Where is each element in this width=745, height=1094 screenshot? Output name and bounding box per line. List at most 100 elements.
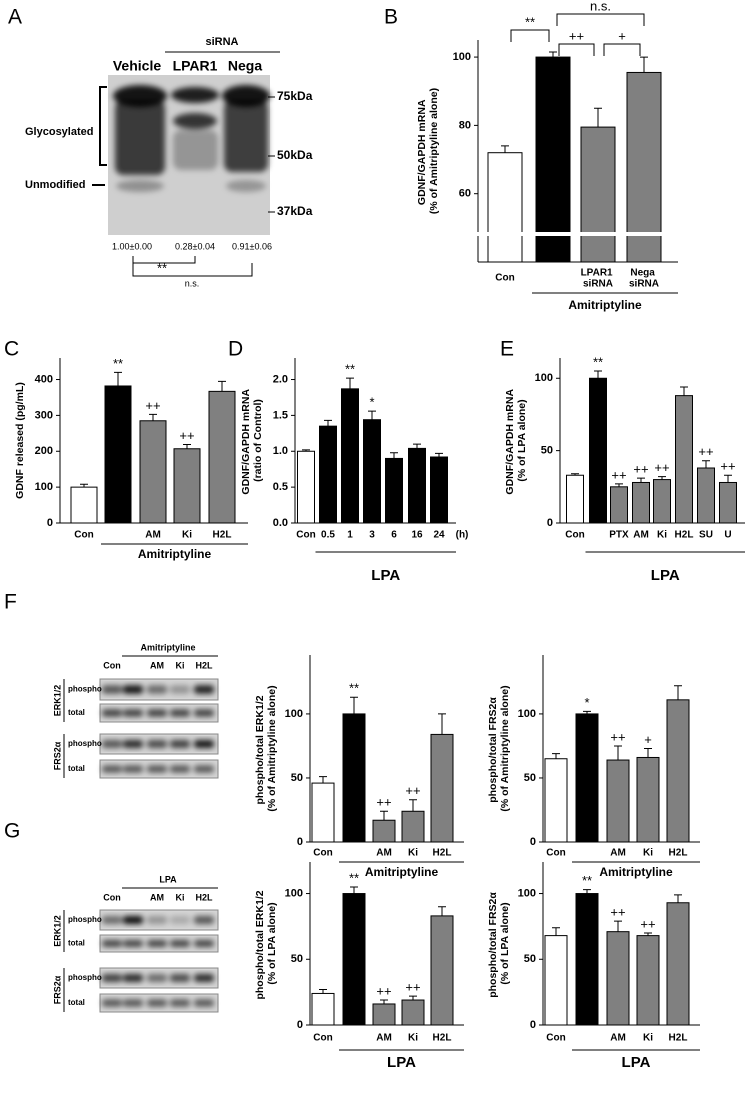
band	[147, 940, 167, 947]
y-tick-label: 0	[547, 517, 553, 529]
y-tick-label: 400	[35, 373, 53, 385]
error-bar	[438, 713, 446, 735]
band	[173, 130, 218, 170]
x-tick-label: 0.5	[321, 530, 335, 541]
bar	[636, 935, 660, 1026]
bar	[173, 448, 201, 524]
error-bar	[549, 51, 557, 58]
bar	[589, 377, 607, 524]
error-bar	[644, 932, 652, 936]
significance: ++	[376, 795, 391, 810]
panel-label: A	[8, 6, 22, 29]
band	[147, 974, 167, 982]
bar	[208, 390, 236, 524]
bar	[636, 756, 660, 843]
significance: n.s.	[590, 0, 611, 13]
blot-bands	[102, 709, 214, 717]
bar	[342, 713, 366, 843]
band	[194, 916, 214, 924]
group-label: LPA	[387, 1054, 416, 1071]
bar	[544, 758, 568, 843]
error-bar	[594, 107, 602, 128]
x-tick-label: 24	[433, 530, 445, 541]
lane-label: Ki	[176, 892, 185, 902]
x-tick-label: SU	[699, 530, 713, 541]
x-tick-label: PTX	[609, 530, 629, 541]
row-label: total	[68, 764, 85, 773]
lane-label: Nega	[228, 58, 262, 74]
bar	[544, 935, 568, 1026]
quantification: 1.00±0.00	[112, 241, 152, 251]
marker-label: 75kDa	[277, 89, 313, 103]
panel-label: G	[4, 820, 20, 843]
marker-label: 50kDa	[277, 148, 313, 162]
band	[170, 685, 190, 694]
band	[123, 765, 143, 773]
x-tick-label: AM	[610, 848, 626, 859]
band	[170, 999, 190, 1007]
bar	[697, 467, 715, 524]
y-tick-label: 50	[291, 953, 303, 965]
y-tick-label: 100	[535, 372, 553, 384]
x-tick-label: Con	[296, 530, 315, 541]
y-tick-label: 50	[524, 953, 536, 965]
error-bar	[674, 685, 682, 700]
significance: ++	[145, 398, 160, 413]
lane-label: Con	[103, 660, 121, 670]
error-bar	[183, 443, 191, 449]
significance: +	[618, 28, 626, 43]
error-bar	[346, 377, 354, 389]
band	[102, 709, 122, 717]
bar	[719, 481, 737, 524]
y-tick-label: 50	[291, 772, 303, 784]
error-bar	[702, 460, 710, 468]
x-tick-label: Con	[74, 530, 93, 541]
x-tick-label: Con	[546, 848, 565, 859]
band	[170, 740, 190, 748]
blot-bands	[102, 940, 214, 947]
y-tick-label: 0.0	[273, 517, 288, 529]
y-tick-label: 100	[453, 51, 471, 63]
significance: ++	[610, 729, 625, 744]
error-bar	[552, 753, 560, 759]
bar	[341, 388, 359, 524]
x-tick-label: H2L	[213, 530, 232, 541]
protein-label: ERK1/2	[52, 915, 62, 947]
group-label: Amitriptyline	[140, 642, 195, 652]
row-label: total	[68, 708, 85, 717]
quantification: 0.91±0.06	[232, 241, 272, 251]
protein-label: FRS2α	[52, 741, 62, 770]
band	[123, 916, 143, 924]
blot-bands	[113, 85, 270, 192]
significance: **	[349, 681, 359, 696]
group-label: Amitriptyline	[365, 865, 439, 879]
band	[102, 740, 122, 748]
group-label: LPA	[651, 567, 680, 584]
y-tick-label: 2.0	[273, 373, 288, 385]
bar	[372, 819, 396, 843]
x-tick-label: Ki	[643, 848, 653, 859]
band	[170, 916, 190, 924]
x-tick-label: AM	[610, 1033, 626, 1044]
bar	[430, 733, 454, 843]
group-label: Amitriptyline	[568, 298, 642, 312]
bar	[104, 385, 132, 524]
bar	[297, 450, 315, 524]
bar	[430, 915, 454, 1026]
bar	[675, 395, 693, 524]
bar	[666, 699, 690, 843]
text-line: (ratio of Control)	[252, 399, 264, 482]
band	[194, 940, 214, 947]
text-line: (% of LPA alone)	[499, 902, 511, 984]
bracket	[132, 256, 196, 264]
x-tick-label: Ki	[408, 848, 418, 859]
error-bar	[615, 483, 623, 487]
blot-bands	[102, 999, 214, 1007]
row-label: total	[68, 998, 85, 1007]
x-tick-label: 6	[391, 530, 397, 541]
bar	[401, 999, 425, 1026]
error-bar	[390, 452, 398, 459]
significance: **	[113, 356, 123, 371]
x-tick-label: Ki	[657, 530, 667, 541]
text-line: GDNF/GAPDH mRNA	[416, 97, 428, 205]
